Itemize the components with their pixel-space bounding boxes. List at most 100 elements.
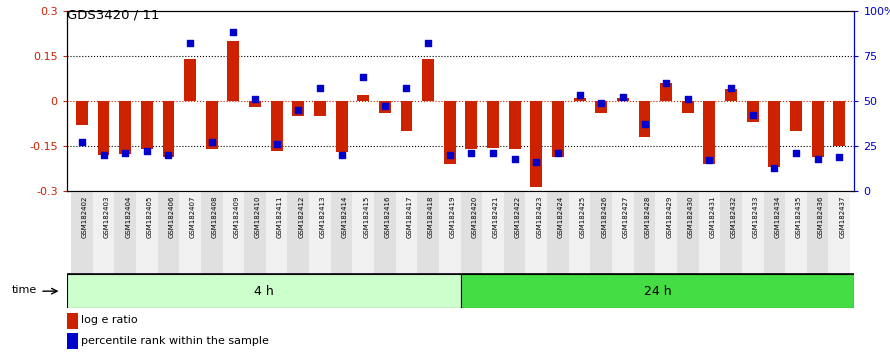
Bar: [482, 191, 504, 274]
Text: GSM182431: GSM182431: [709, 195, 716, 238]
Point: [746, 113, 760, 118]
Point: [530, 159, 544, 165]
Bar: [785, 191, 807, 274]
Text: GSM182421: GSM182421: [493, 195, 499, 238]
Point: [507, 156, 522, 161]
Text: GSM182432: GSM182432: [731, 195, 737, 238]
Text: GSM182409: GSM182409: [233, 195, 239, 238]
Point: [140, 149, 154, 154]
Bar: [638, 101, 651, 137]
Bar: [400, 101, 412, 131]
Bar: [829, 191, 850, 274]
Bar: [547, 191, 569, 274]
Text: GSM182402: GSM182402: [82, 195, 88, 238]
Text: percentile rank within the sample: percentile rank within the sample: [81, 336, 269, 346]
Bar: [287, 191, 309, 274]
Bar: [76, 101, 88, 125]
Bar: [71, 191, 93, 274]
Bar: [352, 191, 374, 274]
Bar: [98, 101, 109, 155]
Bar: [444, 101, 456, 164]
Point: [616, 95, 630, 100]
Bar: [206, 101, 218, 149]
Bar: [617, 98, 629, 101]
Bar: [812, 101, 823, 156]
Point: [75, 139, 89, 145]
Bar: [634, 191, 655, 274]
Bar: [67, 313, 77, 329]
Bar: [314, 101, 326, 116]
Point: [161, 152, 175, 158]
Point: [789, 150, 803, 156]
Text: 4 h: 4 h: [254, 285, 273, 298]
Text: GSM182434: GSM182434: [774, 195, 781, 238]
Bar: [509, 101, 521, 149]
Bar: [422, 59, 434, 101]
Bar: [136, 191, 158, 274]
Text: GSM182429: GSM182429: [666, 195, 672, 238]
Point: [118, 150, 133, 156]
Text: time: time: [12, 285, 36, 296]
Bar: [574, 98, 586, 101]
Point: [702, 158, 716, 163]
Bar: [439, 191, 461, 274]
Point: [659, 80, 673, 86]
Bar: [114, 191, 136, 274]
Text: 24 h: 24 h: [643, 285, 671, 298]
Text: GSM182422: GSM182422: [514, 195, 521, 238]
Point: [96, 152, 110, 158]
Point: [551, 150, 565, 156]
Bar: [201, 191, 222, 274]
Bar: [677, 191, 699, 274]
Point: [572, 93, 587, 98]
Bar: [249, 101, 261, 107]
Bar: [742, 191, 764, 274]
Point: [205, 139, 219, 145]
Point: [270, 141, 284, 147]
Bar: [569, 191, 590, 274]
Bar: [807, 191, 829, 274]
Bar: [699, 191, 720, 274]
Bar: [184, 59, 196, 101]
Bar: [660, 83, 672, 101]
Bar: [461, 274, 854, 308]
Bar: [179, 191, 201, 274]
Bar: [764, 191, 785, 274]
Bar: [417, 191, 439, 274]
Point: [248, 96, 263, 102]
Text: GSM182406: GSM182406: [168, 195, 174, 238]
Text: GSM182407: GSM182407: [190, 195, 196, 238]
Bar: [158, 191, 179, 274]
Bar: [336, 101, 347, 152]
Bar: [833, 101, 846, 146]
Bar: [465, 101, 477, 149]
Bar: [67, 333, 77, 349]
Text: GSM182433: GSM182433: [753, 195, 758, 238]
Bar: [222, 191, 244, 274]
Text: GSM182419: GSM182419: [449, 195, 456, 238]
Text: GSM182425: GSM182425: [579, 195, 586, 238]
Text: GSM182405: GSM182405: [147, 195, 153, 238]
Text: GSM182410: GSM182410: [255, 195, 261, 238]
Bar: [357, 95, 369, 101]
Text: GSM182404: GSM182404: [125, 195, 131, 238]
Point: [767, 165, 781, 171]
Text: GSM182428: GSM182428: [644, 195, 651, 238]
Bar: [396, 191, 417, 274]
Text: GSM182417: GSM182417: [407, 195, 412, 238]
Bar: [655, 191, 677, 274]
Bar: [703, 101, 716, 164]
Text: GSM182403: GSM182403: [103, 195, 109, 238]
Text: GSM182412: GSM182412: [298, 195, 304, 238]
Point: [356, 75, 370, 80]
Bar: [590, 191, 612, 274]
Bar: [292, 101, 304, 116]
Bar: [141, 101, 153, 149]
Bar: [768, 101, 781, 167]
Text: GSM182420: GSM182420: [472, 195, 477, 238]
Bar: [461, 191, 482, 274]
Point: [312, 85, 327, 91]
Bar: [720, 191, 742, 274]
Text: GSM182436: GSM182436: [818, 195, 823, 238]
Point: [595, 100, 609, 105]
